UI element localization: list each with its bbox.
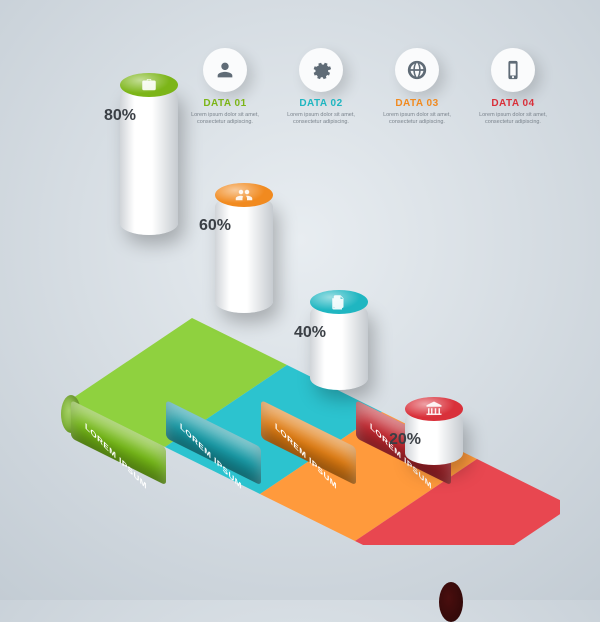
legend-item-3: DATA 03 Lorem ipsum dolor sit amet, cons… xyxy=(378,48,456,126)
legend-desc: Lorem ipsum dolor sit amet, consectetur … xyxy=(474,112,552,126)
legend-row: DATA 01 Lorem ipsum dolor sit amet, cons… xyxy=(186,48,552,126)
legend-item-2: DATA 02 Lorem ipsum dolor sit amet, cons… xyxy=(282,48,360,126)
legend-title: DATA 04 xyxy=(474,98,552,109)
bank-icon xyxy=(405,397,463,421)
legend-desc: Lorem ipsum dolor sit amet, consectetur … xyxy=(378,112,456,126)
legend-title: DATA 01 xyxy=(186,98,264,109)
globe-icon xyxy=(395,48,439,92)
cylinder-percent: 80% xyxy=(104,107,136,125)
floor-sheet xyxy=(40,185,560,545)
legend-item-1: DATA 01 Lorem ipsum dolor sit amet, cons… xyxy=(186,48,264,126)
cylinder-percent: 20% xyxy=(389,431,421,449)
briefcase-icon xyxy=(120,73,178,97)
tube-cap-end-icon xyxy=(439,582,463,622)
phone-icon xyxy=(491,48,535,92)
legend-item-4: DATA 04 Lorem ipsum dolor sit amet, cons… xyxy=(474,48,552,126)
legend-desc: Lorem ipsum dolor sit amet, consectetur … xyxy=(282,112,360,126)
cylinder-body xyxy=(310,302,368,390)
people-icon xyxy=(215,183,273,207)
person-icon xyxy=(203,48,247,92)
cylinder-body xyxy=(215,195,273,313)
docs-icon xyxy=(310,290,368,314)
cylinder-percent: 40% xyxy=(294,324,326,342)
legend-title: DATA 03 xyxy=(378,98,456,109)
legend-title: DATA 02 xyxy=(282,98,360,109)
gears-icon xyxy=(299,48,343,92)
cylinder-percent: 60% xyxy=(199,217,231,235)
legend-desc: Lorem ipsum dolor sit amet, consectetur … xyxy=(186,112,264,126)
